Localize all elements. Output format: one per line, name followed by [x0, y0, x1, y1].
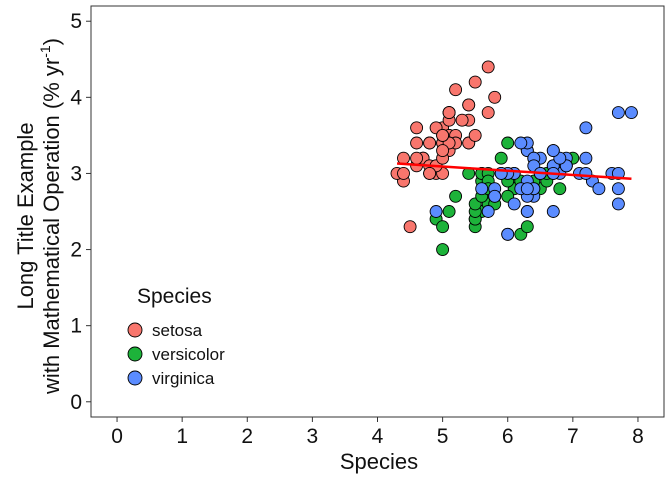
legend-title: Species [137, 285, 212, 308]
point-virginica [624, 106, 638, 120]
y-tick-label: 5 [70, 10, 82, 33]
x-tick-label: 3 [307, 425, 319, 448]
point-virginica [501, 227, 515, 241]
legend-label-setosa: setosa [152, 321, 203, 340]
point-virginica [514, 136, 528, 150]
trend-line [396, 162, 632, 181]
point-virginica [579, 121, 593, 135]
trend-line-group [396, 162, 632, 181]
y-tick-label: 0 [70, 391, 82, 414]
point-setosa [488, 90, 502, 104]
x-tick-label: 8 [632, 425, 644, 448]
point-virginica [579, 151, 593, 165]
point-setosa [423, 166, 437, 180]
y-tick-label: 2 [70, 239, 82, 262]
x-tick-label: 0 [111, 425, 123, 448]
point-versicolor [436, 243, 450, 257]
point-setosa [397, 151, 410, 165]
point-versicolor [436, 220, 450, 234]
point-versicolor [494, 151, 508, 165]
point-setosa [462, 98, 476, 112]
legend-key-versicolor [127, 346, 143, 362]
y-axis-title-superscript: -1 [37, 45, 53, 58]
point-versicolor [553, 182, 567, 196]
point-virginica [520, 205, 534, 218]
point-setosa [468, 75, 482, 89]
point-virginica [546, 144, 560, 158]
point-versicolor [520, 220, 534, 234]
y-tick-label: 1 [70, 315, 82, 338]
point-setosa [449, 83, 463, 97]
y-axis-ticks: 0 1 2 3 4 5 [70, 10, 91, 414]
x-tick-label: 2 [241, 425, 253, 448]
legend: Species setosa versicolor virginica [127, 285, 225, 388]
point-setosa [423, 136, 437, 150]
point-setosa [442, 106, 456, 120]
point-versicolor [442, 205, 456, 218]
x-tick-label: 1 [176, 425, 188, 448]
point-virginica [481, 205, 495, 218]
point-setosa [403, 220, 417, 234]
point-virginica [507, 197, 521, 211]
y-axis-title-line-2-prefix: with Mathematical Operation (% yr [39, 58, 64, 395]
point-virginica [520, 182, 534, 196]
x-axis-ticks: 0 1 2 3 4 5 6 7 8 [111, 417, 644, 448]
x-axis-title: Species [340, 449, 418, 474]
point-virginica [488, 189, 502, 203]
point-versicolor [501, 136, 515, 150]
y-tick-label: 4 [70, 86, 82, 109]
point-virginica [611, 197, 625, 211]
point-setosa [397, 166, 410, 180]
point-virginica [546, 205, 560, 218]
x-tick-label: 4 [372, 425, 384, 448]
point-versicolor [449, 189, 463, 203]
y-axis-title-line-2: with Mathematical Operation (% yr-1) [37, 38, 64, 395]
y-axis-title-line-1: Long Title Example [13, 122, 38, 309]
point-virginica [611, 182, 625, 196]
point-setosa [455, 113, 469, 127]
point-virginica [611, 166, 625, 180]
point-setosa [468, 128, 482, 142]
point-setosa [481, 60, 495, 74]
point-virginica [579, 166, 593, 180]
legend-entries: setosa versicolor virginica [127, 321, 225, 388]
point-setosa [436, 144, 450, 158]
point-setosa [410, 151, 424, 165]
point-setosa [481, 106, 495, 120]
x-tick-label: 7 [567, 425, 579, 448]
y-axis-title: Long Title Example with Mathematical Ope… [13, 38, 64, 395]
x-tick-label: 5 [437, 425, 449, 448]
point-virginica [592, 182, 606, 196]
point-virginica [611, 106, 625, 120]
legend-label-versicolor: versicolor [152, 345, 225, 364]
point-setosa [410, 121, 424, 135]
x-tick-label: 6 [502, 425, 514, 448]
legend-label-virginica: virginica [152, 369, 215, 388]
point-setosa [410, 136, 424, 150]
y-tick-label: 3 [70, 162, 82, 185]
y-axis-title-line-2-suffix: ) [39, 38, 64, 45]
legend-key-setosa [127, 322, 143, 338]
point-virginica [475, 182, 489, 196]
point-setosa [436, 128, 450, 142]
legend-key-virginica [127, 370, 143, 386]
point-virginica [429, 205, 443, 218]
